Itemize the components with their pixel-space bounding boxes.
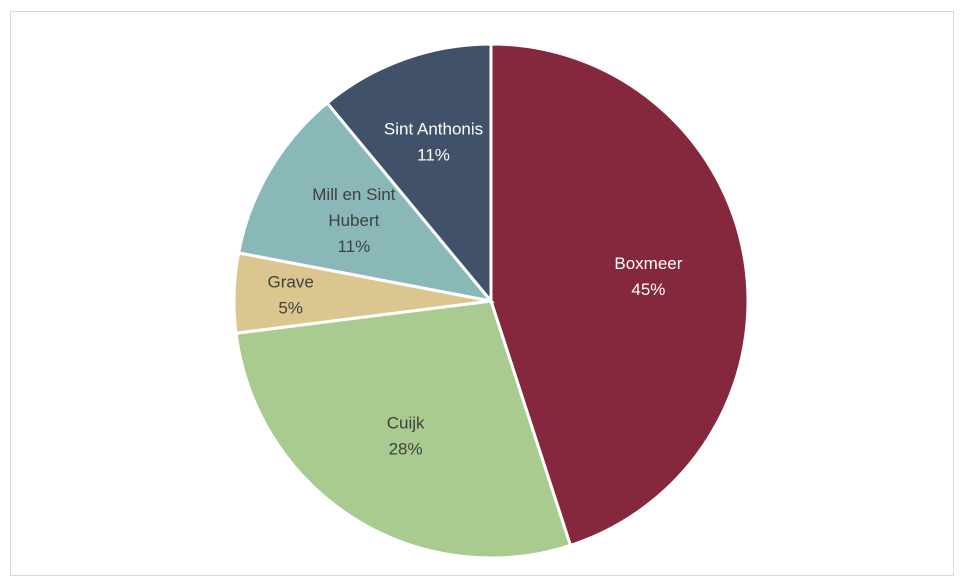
data-label-category: Sint Anthonis <box>384 119 483 138</box>
data-label-boxmeer: Boxmeer 45% <box>614 254 682 299</box>
data-label-sint-anthonis: Sint Anthonis 11% <box>384 119 483 164</box>
data-label-category: Mill en Sint <box>312 185 395 204</box>
labels-layer: Boxmeer 45% Cuijk 28% Grave 5% Mill en Sint Hub… <box>267 119 682 458</box>
data-label-category: Hubert <box>328 211 379 230</box>
pie-slice-cuijk <box>234 299 573 560</box>
data-label-mill-en-sint-hubert: Mill en Sint Hubert 11% <box>312 185 395 256</box>
data-label-percent: 11% <box>417 145 450 164</box>
data-label-grave: Grave 5% <box>267 273 313 318</box>
data-label-percent: 5% <box>278 299 303 318</box>
data-label-category: Cuijk <box>387 414 425 433</box>
data-label-category: Boxmeer <box>614 254 682 273</box>
pie-slice-mill-en-sint-hubert <box>236 100 495 304</box>
slices-layer <box>232 42 750 560</box>
data-label-percent: 45% <box>631 280 665 299</box>
data-label-percent: 11% <box>337 237 370 256</box>
pie-slice-sint-anthonis <box>325 42 493 306</box>
data-label-percent: 28% <box>389 440 423 459</box>
data-label-category: Grave <box>267 273 313 292</box>
pie-slice-boxmeer <box>489 42 750 548</box>
data-label-cuijk: Cuijk 28% <box>387 414 425 459</box>
